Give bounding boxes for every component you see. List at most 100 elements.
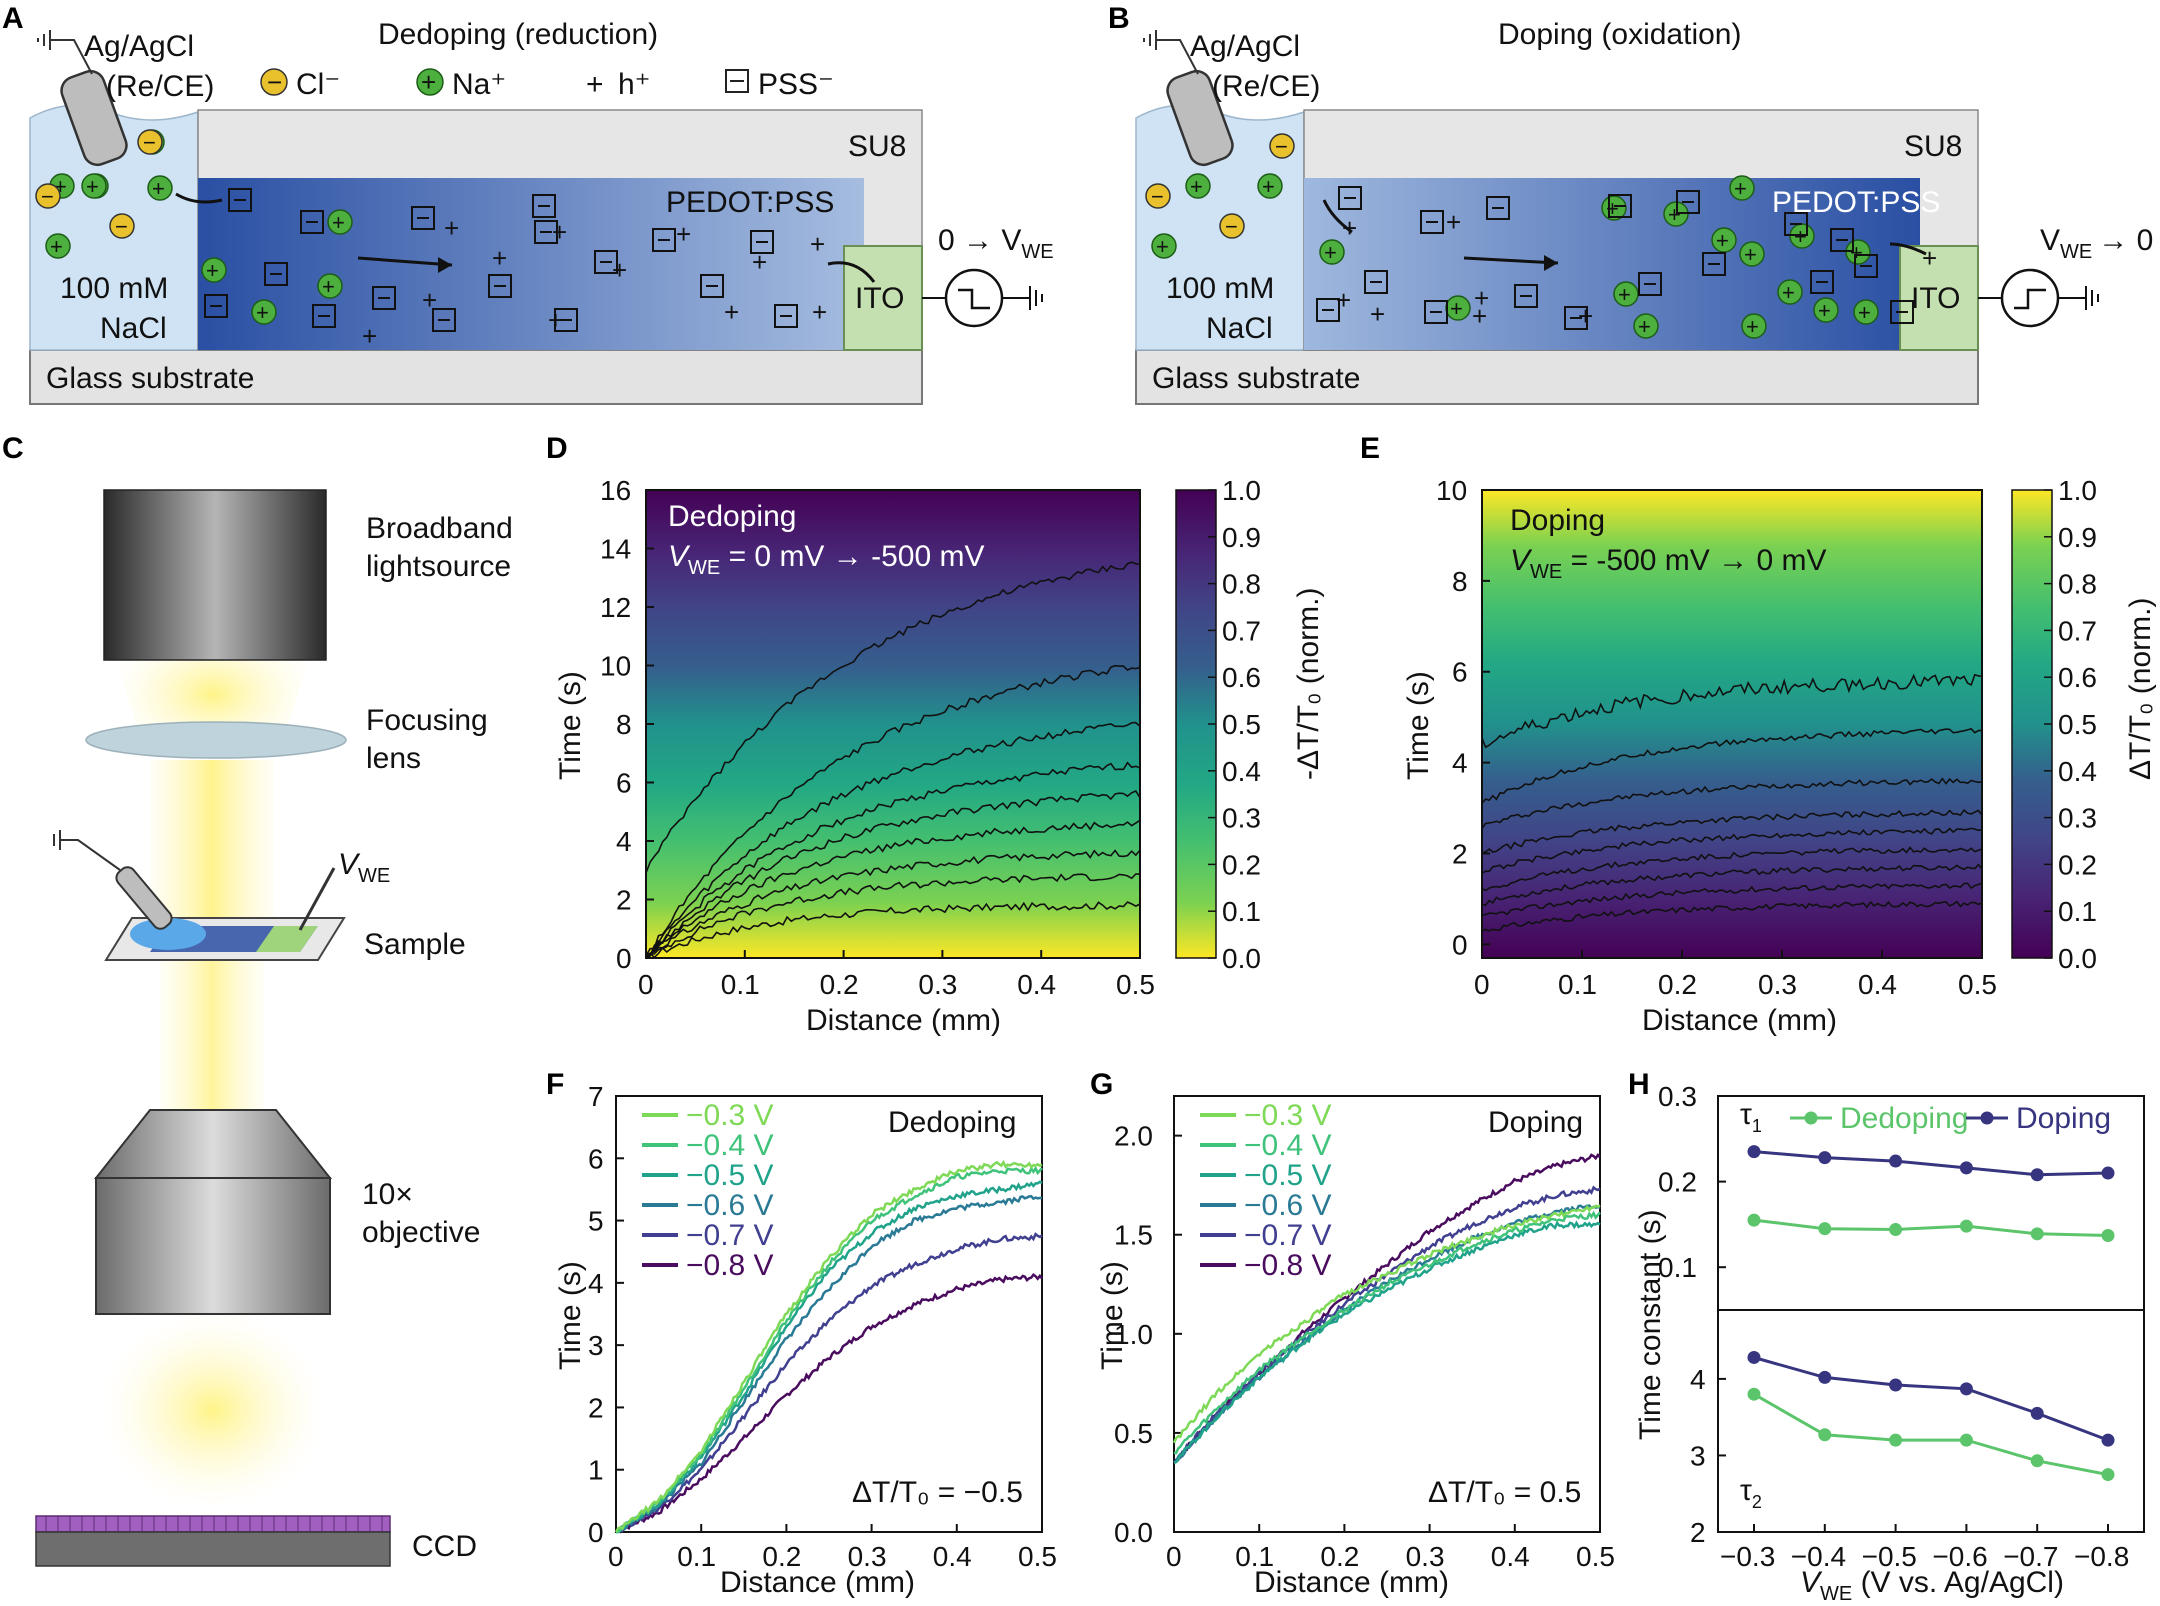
hole-icon: +: [422, 285, 437, 315]
hole-icon: +: [676, 219, 691, 249]
svg-text:+: +: [1734, 176, 1747, 201]
hole-icon: +: [1474, 283, 1489, 313]
e-xtick: 0.1: [1558, 969, 1597, 1000]
ccd-pixels: [35, 1515, 391, 1533]
pss-icon: [1424, 300, 1448, 324]
e-annotation-2: VWE = -500 mV → 0 mV: [1510, 544, 1827, 583]
e-ytick: 4: [1452, 748, 1468, 779]
hole-icon: +: [362, 321, 377, 351]
pss-icon: [1564, 306, 1588, 330]
ito-label: ITO: [855, 282, 904, 315]
g-ytick: 0.5: [1114, 1418, 1153, 1449]
drift-arrow: [1463, 256, 1559, 265]
g-legend-label: −0.8 V: [1244, 1249, 1332, 1282]
h-top-point: [1889, 1223, 1903, 1237]
pss-icon: [264, 262, 288, 286]
svg-text:+: +: [322, 274, 335, 299]
h-top-ytick: 0.1: [1658, 1252, 1697, 1283]
pss-icon: [725, 69, 749, 93]
pss-icon: [750, 230, 774, 254]
sample-icon: [53, 830, 346, 961]
svg-text:+: +: [1190, 174, 1203, 199]
hole-icon: +: [752, 247, 767, 277]
g-legend-label: −0.3 V: [1244, 1099, 1332, 1132]
h-top-point: [1747, 1145, 1761, 1159]
svg-text:+: +: [1668, 202, 1681, 227]
h-top-series-line: [1753, 1218, 2109, 1237]
na-ion-icon: [317, 273, 343, 299]
e-xtick: 0.5: [1958, 969, 1997, 1000]
g-legend-label: −0.4 V: [1244, 1129, 1332, 1162]
hole-icon: +: [444, 213, 459, 243]
svg-text:+: +: [50, 234, 63, 259]
panel-g: G 0 0.1 0.2 0.3 0.4 0.50.00.51.01.52.0−0.3 V−…: [1090, 1068, 1615, 1599]
panel-e: E Doping VWE = -500 mV → 0 mV 0 0.1 0.2 0.3…: [1360, 432, 2157, 1037]
pedot-label: PEDOT:PSS: [666, 186, 834, 219]
voltage-source-icon: [944, 268, 1004, 328]
panel-b: B Doping (oxidation) Glass substrate SU8…: [1108, 2, 2153, 405]
hole-icon: +: [810, 229, 825, 259]
cl-ion-icon: [137, 129, 163, 155]
h-bottom-series-line: [1753, 1392, 2109, 1477]
pss-icon: [534, 220, 558, 244]
d-xtick: 0: [638, 969, 654, 1000]
e-ytick: 10: [1436, 475, 1467, 506]
svg-text:+: +: [1324, 240, 1337, 265]
h-bottom-point: [1747, 1350, 1761, 1364]
hole-icon: +: [1446, 207, 1461, 237]
svg-text:−: −: [143, 130, 156, 155]
label-lens-2: lens: [366, 742, 421, 775]
legend-pss: PSS⁻: [758, 68, 834, 101]
na-ion-icon: [45, 233, 71, 259]
f-series-line: [615, 1195, 1043, 1534]
substrate-label: Glass substrate: [1152, 362, 1360, 395]
h-top-point: [2030, 1227, 2044, 1241]
svg-text:+: +: [1716, 228, 1729, 253]
label-lens-1: Focusing: [366, 704, 488, 737]
d-colorbar-tick: 0.7: [1222, 615, 1261, 646]
e-contour-line: [1481, 827, 1983, 874]
svg-text:−: −: [267, 67, 282, 97]
d-contour-line: [645, 873, 1141, 959]
d-contour-line: [645, 819, 1141, 958]
voltage-label: 0 → VWE: [938, 224, 1054, 263]
electrolyte-conc: 100 mM: [60, 272, 168, 305]
svg-text:+: +: [86, 174, 99, 199]
na-ion-icon: [1813, 297, 1839, 323]
e-xtick: 0.4: [1858, 969, 1897, 1000]
na-ion-icon: [1151, 233, 1177, 259]
f-legend-label: −0.6 V: [686, 1189, 774, 1222]
h-tau2: τ2: [1740, 1474, 1762, 1512]
legend-h: h⁺: [618, 68, 651, 101]
f-legend-label: −0.5 V: [686, 1159, 774, 1192]
svg-text:−: −: [1275, 134, 1288, 159]
glass-substrate: [29, 349, 923, 405]
reference-electrode: [37, 30, 128, 167]
contours-d: [645, 561, 1141, 959]
pss-icon: [652, 228, 676, 252]
e-colorbar-tick: 0.1: [2058, 896, 2097, 927]
h-top-point: [1747, 1213, 1761, 1227]
electrolyte-salt: NaCl: [100, 312, 167, 345]
d-colorbar-tick: 0.0: [1222, 943, 1261, 974]
g-plot-frame: [1173, 1095, 1601, 1533]
svg-text:+: +: [1450, 296, 1463, 321]
d-annotation-2: VWE = 0 mV → -500 mV: [668, 540, 985, 579]
d-ytick: 16: [600, 475, 631, 506]
pss-icon: [1316, 298, 1340, 322]
na-ion-icon: [251, 299, 277, 325]
g-series-line: [1173, 1220, 1601, 1464]
svg-text:+: +: [1156, 234, 1169, 259]
g-series-line: [1173, 1210, 1601, 1455]
cl-ion-icon: [109, 213, 135, 239]
h-top-point: [1959, 1161, 1973, 1175]
ground-icon: [1002, 286, 1043, 310]
panel-label-h: H: [1628, 1068, 1650, 1101]
g-ytick: 2.0: [1114, 1121, 1153, 1152]
pss-icon: [1486, 196, 1510, 220]
legend-na: Na⁺: [452, 68, 506, 101]
f-ytick: 7: [588, 1081, 604, 1112]
pss-icon: [1514, 284, 1538, 308]
ccd-icon: [35, 1531, 391, 1567]
f-annotation: Dedoping: [888, 1106, 1016, 1139]
